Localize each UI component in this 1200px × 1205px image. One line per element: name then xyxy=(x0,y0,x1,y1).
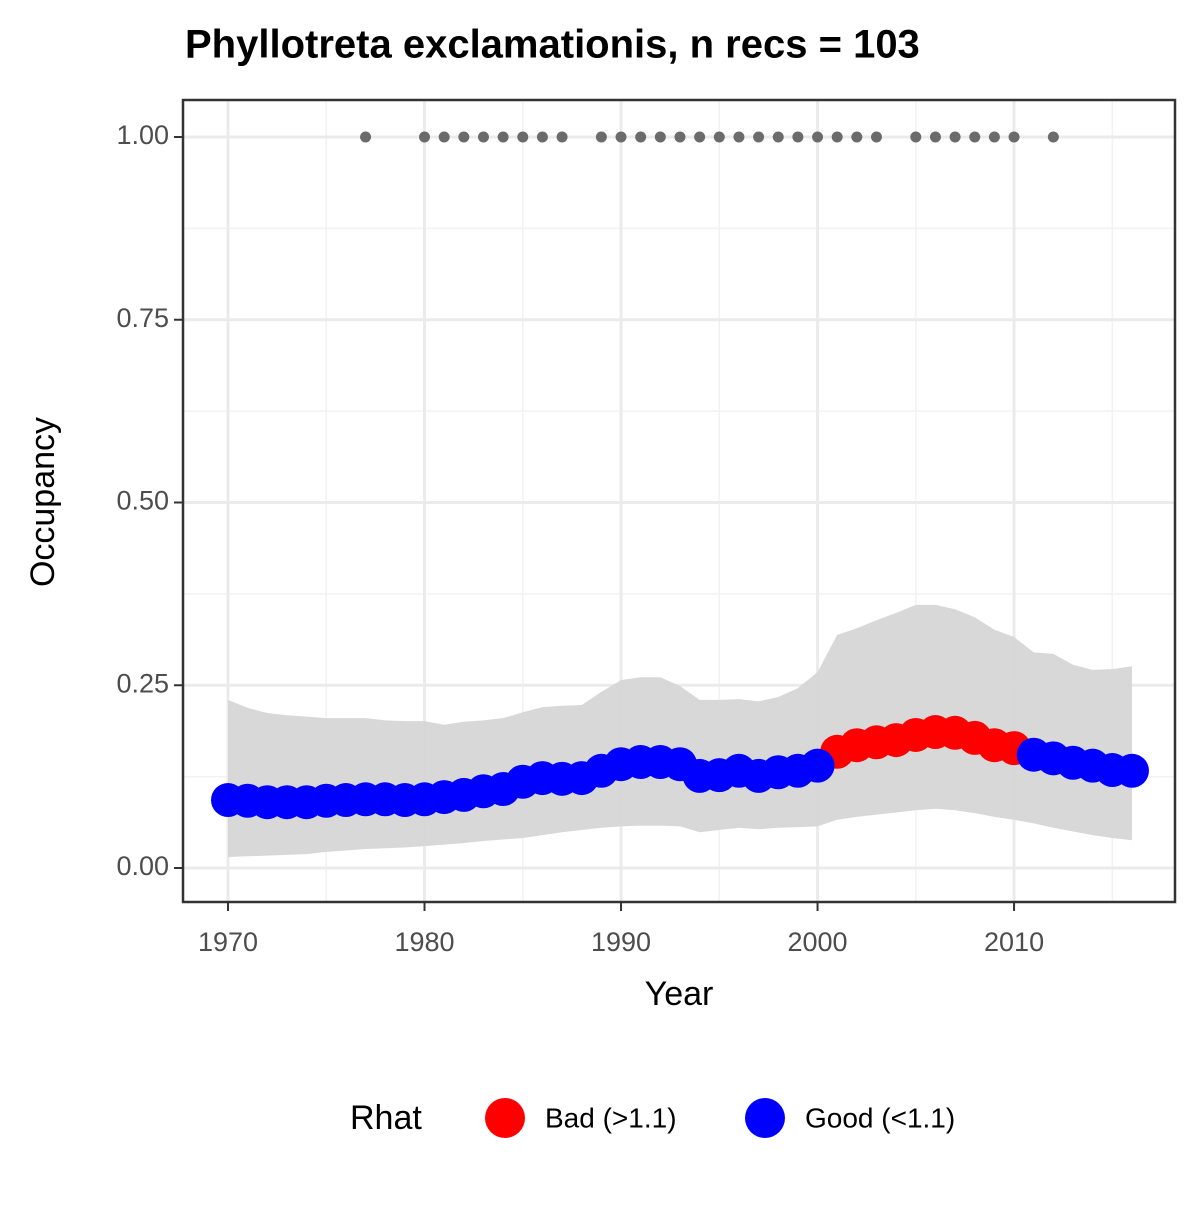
record-point xyxy=(1047,131,1059,143)
occupancy-point xyxy=(1114,753,1149,788)
record-point xyxy=(851,131,863,143)
record-point xyxy=(556,131,568,143)
y-tick-label: 0.00 xyxy=(116,851,169,881)
record-point xyxy=(635,131,647,143)
record-point xyxy=(753,131,765,143)
record-point xyxy=(870,131,882,143)
x-tick-label: 1990 xyxy=(591,927,651,957)
record-point xyxy=(812,131,824,143)
y-tick-label: 0.75 xyxy=(116,303,169,333)
x-tick-label: 1970 xyxy=(198,927,258,957)
x-tick-label: 2010 xyxy=(984,927,1044,957)
record-point xyxy=(910,131,922,143)
occupancy-point xyxy=(800,748,835,783)
y-tick-label: 0.50 xyxy=(116,486,169,516)
record-point xyxy=(615,131,627,143)
legend: Rhat Bad (>1.1) Good (<1.1) xyxy=(350,1098,955,1138)
record-point xyxy=(419,131,431,143)
chart-title: Phyllotreta exclamationis, n recs = 103 xyxy=(185,23,920,67)
record-point xyxy=(929,131,941,143)
y-axis-label: Occupancy xyxy=(24,417,62,587)
record-point xyxy=(949,131,961,143)
legend-label: Good (<1.1) xyxy=(805,1102,955,1133)
record-point xyxy=(694,131,706,143)
record-point xyxy=(438,131,450,143)
panel-border xyxy=(181,98,1177,904)
record-point xyxy=(713,131,725,143)
record-point xyxy=(517,131,529,143)
y-tick-label: 0.25 xyxy=(116,668,169,698)
legend-key xyxy=(745,1098,785,1138)
record-point xyxy=(360,131,372,143)
legend-label: Bad (>1.1) xyxy=(545,1102,677,1133)
x-axis-label: Year xyxy=(645,975,714,1013)
record-point xyxy=(1008,131,1020,143)
record-point xyxy=(458,131,470,143)
record-point xyxy=(654,131,666,143)
plot-area: 0.00 0.25 0.50 0.75 1.00 1970 1980 1990 2000 2010 xyxy=(116,98,1177,957)
record-point xyxy=(831,131,843,143)
record-point xyxy=(772,131,784,143)
y-tick-label: 1.00 xyxy=(116,120,169,150)
record-point xyxy=(792,131,804,143)
record-point xyxy=(733,131,745,143)
record-point xyxy=(988,131,1000,143)
record-point xyxy=(595,131,607,143)
legend-key xyxy=(485,1098,525,1138)
record-point xyxy=(536,131,548,143)
record-point xyxy=(969,131,981,143)
record-point xyxy=(497,131,509,143)
x-tick-label: 2000 xyxy=(788,927,848,957)
legend-title: Rhat xyxy=(350,1099,422,1137)
record-point xyxy=(477,131,489,143)
x-tick-label: 1980 xyxy=(394,927,454,957)
record-point xyxy=(674,131,686,143)
